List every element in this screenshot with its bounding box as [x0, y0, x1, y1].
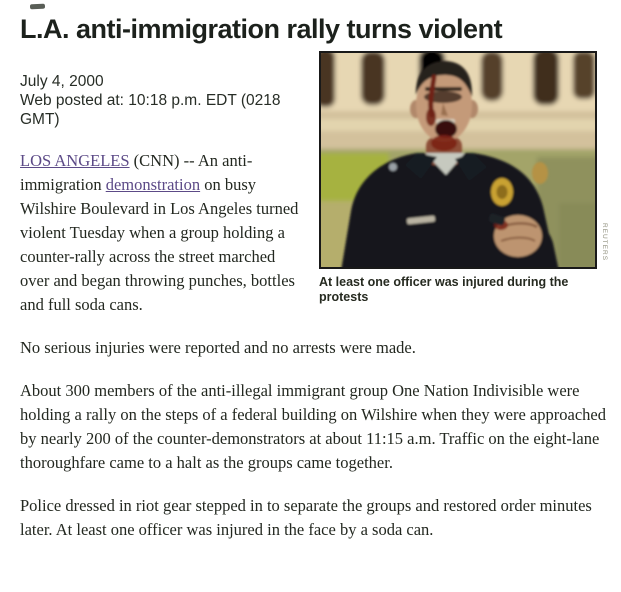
photo-figure: REUTERS At least one officer was injured…	[315, 49, 611, 305]
page-title: L.A. anti-immigration rally turns violen…	[20, 14, 503, 44]
officer-photo-art	[315, 49, 599, 271]
demonstration-link[interactable]: demonstration	[105, 175, 201, 194]
lead-paragraph: LOS ANGELES (CNN) -- An anti-immigration…	[20, 149, 611, 317]
paragraph-police-response: Police dressed in riot gear stepped in t…	[20, 496, 592, 539]
date-text: July 4, 2000	[20, 73, 104, 90]
posted-text: Web posted at: 10:18 p.m. EDT (0218 GMT)	[20, 92, 281, 128]
paragraph-no-injuries: No serious injuries were reported and no…	[20, 338, 416, 357]
police-officer-figure	[341, 61, 559, 271]
scan-artifact	[29, 3, 46, 10]
photo-credit: REUTERS	[601, 222, 608, 261]
lead-text-1: (CNN) -- An anti-immigration	[20, 151, 253, 194]
lead-text-2: on busy Wilshire Boulevard in Los Angele…	[20, 175, 299, 314]
dateline: July 4, 2000 Web posted at: 10:18 p.m. E…	[20, 72, 307, 129]
los-angeles-link[interactable]: LOS ANGELES	[20, 151, 130, 170]
photo-caption: At least one officer was injured during …	[319, 275, 569, 304]
paragraph-rally-details: About 300 members of the anti-illegal im…	[20, 381, 606, 472]
officer-photo	[315, 49, 599, 271]
